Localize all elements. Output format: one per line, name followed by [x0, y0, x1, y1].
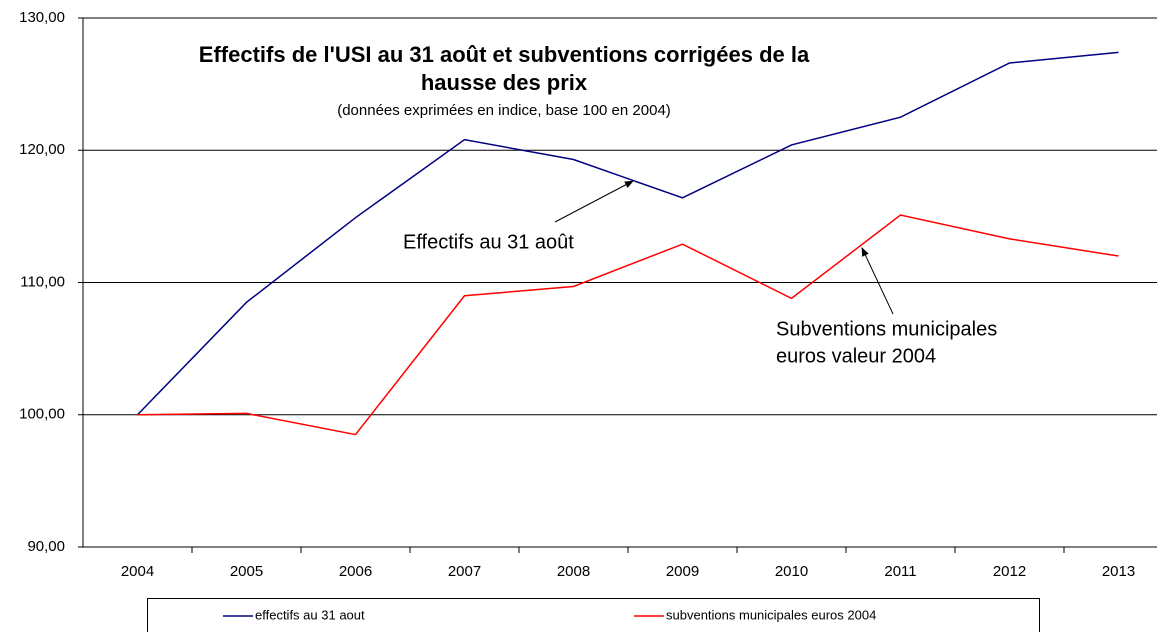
x-tick-label: 2010: [775, 563, 808, 580]
y-tick-label: 130,00: [19, 9, 65, 26]
chart-subtitle: (données exprimées en indice, base 100 e…: [337, 102, 671, 119]
x-tick-label: 2007: [448, 563, 481, 580]
x-tick-label: 2011: [884, 563, 916, 580]
annotation: euros valeur 2004: [776, 345, 936, 367]
chart-title: hausse des prix: [421, 70, 588, 95]
series-line: [136, 51, 1119, 416]
y-tick-label: 110,00: [20, 273, 65, 290]
x-tick-label: 2009: [666, 563, 699, 580]
series-line: [137, 214, 1119, 436]
y-tick-label: 120,00: [19, 141, 65, 158]
annotation-arrow: [554, 180, 634, 223]
y-tick-label: 100,00: [19, 406, 65, 423]
annotation: Subventions municipales: [776, 318, 997, 340]
legend-label: effectifs au 31 aout: [255, 607, 365, 622]
annotation: Effectifs au 31 août: [403, 231, 574, 253]
x-tick-label: 2013: [1102, 563, 1135, 580]
y-tick-label: 90,00: [27, 538, 65, 555]
annotation-arrow: [861, 247, 894, 315]
x-tick-label: 2012: [993, 563, 1026, 580]
x-tick-label: 2005: [230, 563, 263, 580]
x-tick-label: 2004: [121, 563, 154, 580]
legend-box: [147, 598, 1040, 632]
x-tick-label: 2006: [339, 563, 372, 580]
legend-label: subventions municipales euros 2004: [666, 607, 876, 622]
x-tick-label: 2008: [557, 563, 590, 580]
chart-title: Effectifs de l'USI au 31 août et subvent…: [199, 42, 810, 67]
